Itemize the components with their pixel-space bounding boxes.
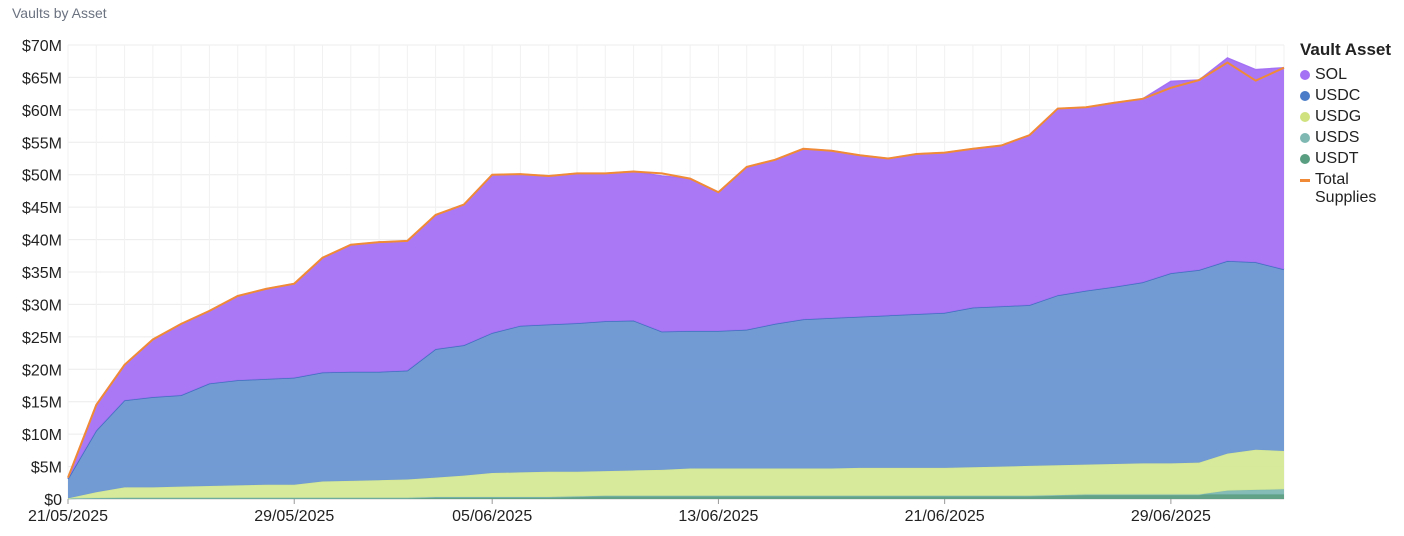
- y-tick-label: $60M: [22, 103, 62, 120]
- legend-marker: [1300, 179, 1310, 182]
- y-tick-label: $25M: [22, 330, 62, 347]
- legend-marker: [1300, 154, 1310, 164]
- y-tick-label: $5M: [31, 460, 62, 477]
- y-tick-label: $0: [44, 492, 62, 509]
- legend: Vault Asset SOL USDC USDG USDS USDT Total Sup…: [1300, 40, 1404, 210]
- y-tick-label: $55M: [22, 135, 62, 152]
- legend-marker: [1300, 133, 1310, 143]
- x-axis: 21/05/2025 29/05/2025 05/06/2025 13/06/2025…: [28, 499, 1211, 525]
- legend-title: Vault Asset: [1300, 40, 1392, 59]
- x-tick-label: 29/05/2025: [254, 508, 334, 525]
- y-tick-label: $65M: [22, 70, 62, 87]
- legend-label: USDS: [1315, 129, 1360, 146]
- legend-item-usdc[interactable]: USDC: [1300, 87, 1404, 105]
- legend-label: USDG: [1315, 108, 1362, 125]
- legend-marker: [1300, 91, 1310, 101]
- y-tick-label: $30M: [22, 297, 62, 314]
- area-sol[interactable]: [68, 57, 1284, 479]
- y-axis: $0 $5M $10M $15M $20M $25M $30M $35M $40M $45M $50…: [22, 38, 62, 509]
- y-tick-label: $45M: [22, 200, 62, 217]
- y-tick-label: $20M: [22, 362, 62, 379]
- legend-label: USDT: [1315, 150, 1359, 167]
- line-total-supplies[interactable]: [67, 61, 1285, 478]
- legend-label: Total Supplies: [1315, 171, 1377, 206]
- y-tick-label: $10M: [22, 427, 62, 444]
- legend-item-sol[interactable]: SOL: [1300, 66, 1404, 84]
- legend-label: SOL: [1315, 66, 1348, 83]
- x-tick-label: 13/06/2025: [678, 508, 758, 525]
- area-usdc[interactable]: [68, 260, 1284, 499]
- stacked-area-chart[interactable]: $0 $5M $10M $15M $20M $25M $30M $35M $40M $45M $50…: [0, 0, 1290, 536]
- legend-marker: [1300, 70, 1310, 80]
- x-tick-label: 21/06/2025: [905, 508, 985, 525]
- legend-item-usdg[interactable]: USDG: [1300, 108, 1404, 126]
- x-tick-label: 29/06/2025: [1131, 508, 1211, 525]
- x-tick-label: 21/05/2025: [28, 508, 108, 525]
- y-tick-label: $40M: [22, 233, 62, 250]
- chart-title: Vaults by Asset: [12, 5, 107, 21]
- x-tick-label: 05/06/2025: [452, 508, 532, 525]
- y-tick-label: $35M: [22, 265, 62, 282]
- legend-label: USDC: [1315, 87, 1361, 104]
- y-tick-label: $70M: [22, 38, 62, 55]
- area-series-group: [67, 57, 1285, 500]
- y-tick-label: $15M: [22, 395, 62, 412]
- area-usdg[interactable]: [68, 449, 1284, 499]
- legend-marker: [1300, 112, 1310, 122]
- legend-item-usdt[interactable]: USDT: [1300, 150, 1404, 168]
- line-series-group: [67, 61, 1285, 478]
- y-tick-label: $50M: [22, 168, 62, 185]
- legend-item-total-supplies[interactable]: Total Supplies: [1300, 171, 1404, 207]
- legend-item-usds[interactable]: USDS: [1300, 129, 1404, 147]
